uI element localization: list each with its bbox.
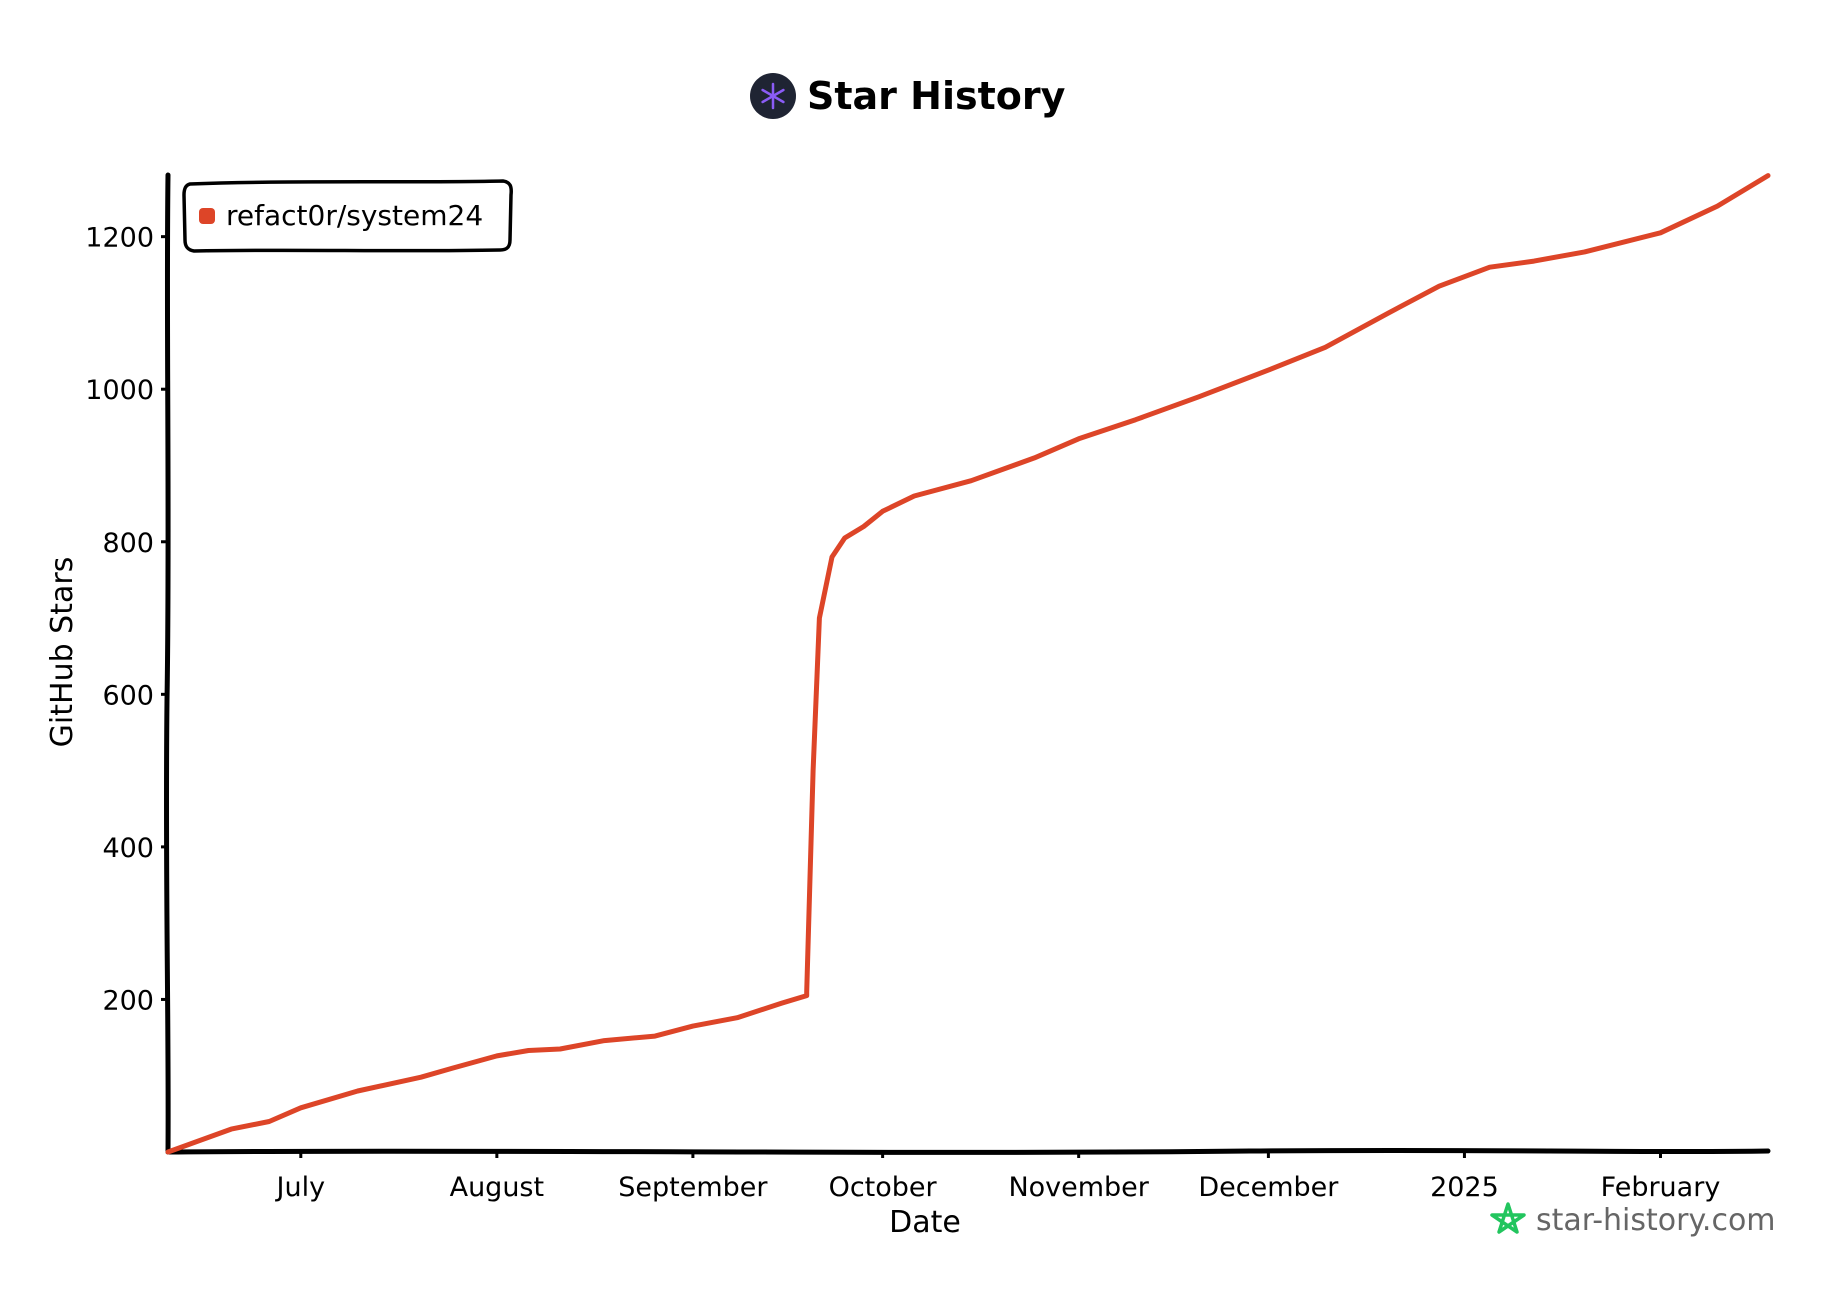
x-tick-label: October — [829, 1172, 938, 1203]
x-axis-ticks: July August September October November Decemb… — [275, 1152, 1721, 1203]
x-tick-label: September — [618, 1172, 768, 1203]
y-axis-line — [163, 172, 171, 1155]
series-layer — [165, 173, 1771, 1155]
y-axis-ticks: 200 400 600 800 1000 1200 — [85, 223, 168, 1016]
watermark[interactable]: star-history.com — [1490, 1202, 1776, 1238]
legend: refact0r/system24 — [182, 179, 513, 253]
legend-label: refact0r/system24 — [226, 199, 483, 232]
y-axis-title: GitHub Stars — [45, 557, 80, 748]
y-tick-label: 1200 — [85, 223, 154, 254]
watermark-text[interactable]: star-history.com — [1536, 1203, 1776, 1238]
x-tick-label: July — [275, 1172, 326, 1203]
chart-header: Star History — [750, 73, 1066, 119]
x-axis-line — [165, 1147, 1771, 1155]
x-tick-label: February — [1601, 1172, 1721, 1203]
legend-box — [182, 179, 513, 253]
y-tick-label: 600 — [102, 680, 154, 711]
star-history-watermark-icon — [1490, 1202, 1526, 1234]
y-tick-label: 1000 — [85, 375, 154, 406]
series-line — [165, 173, 1771, 1155]
y-tick-label: 400 — [102, 833, 154, 864]
legend-swatch — [199, 208, 215, 224]
y-tick-label: 800 — [102, 528, 154, 559]
axes — [163, 172, 1771, 1155]
x-tick-label: December — [1198, 1172, 1339, 1203]
x-tick-label: August — [450, 1172, 545, 1203]
x-tick-label: 2025 — [1430, 1172, 1499, 1203]
x-axis-title: Date — [889, 1205, 961, 1240]
y-tick-label: 200 — [102, 985, 154, 1016]
chart-title: Star History — [807, 74, 1066, 118]
logo-star-glyph — [761, 82, 785, 110]
x-tick-label: November — [1008, 1172, 1149, 1203]
